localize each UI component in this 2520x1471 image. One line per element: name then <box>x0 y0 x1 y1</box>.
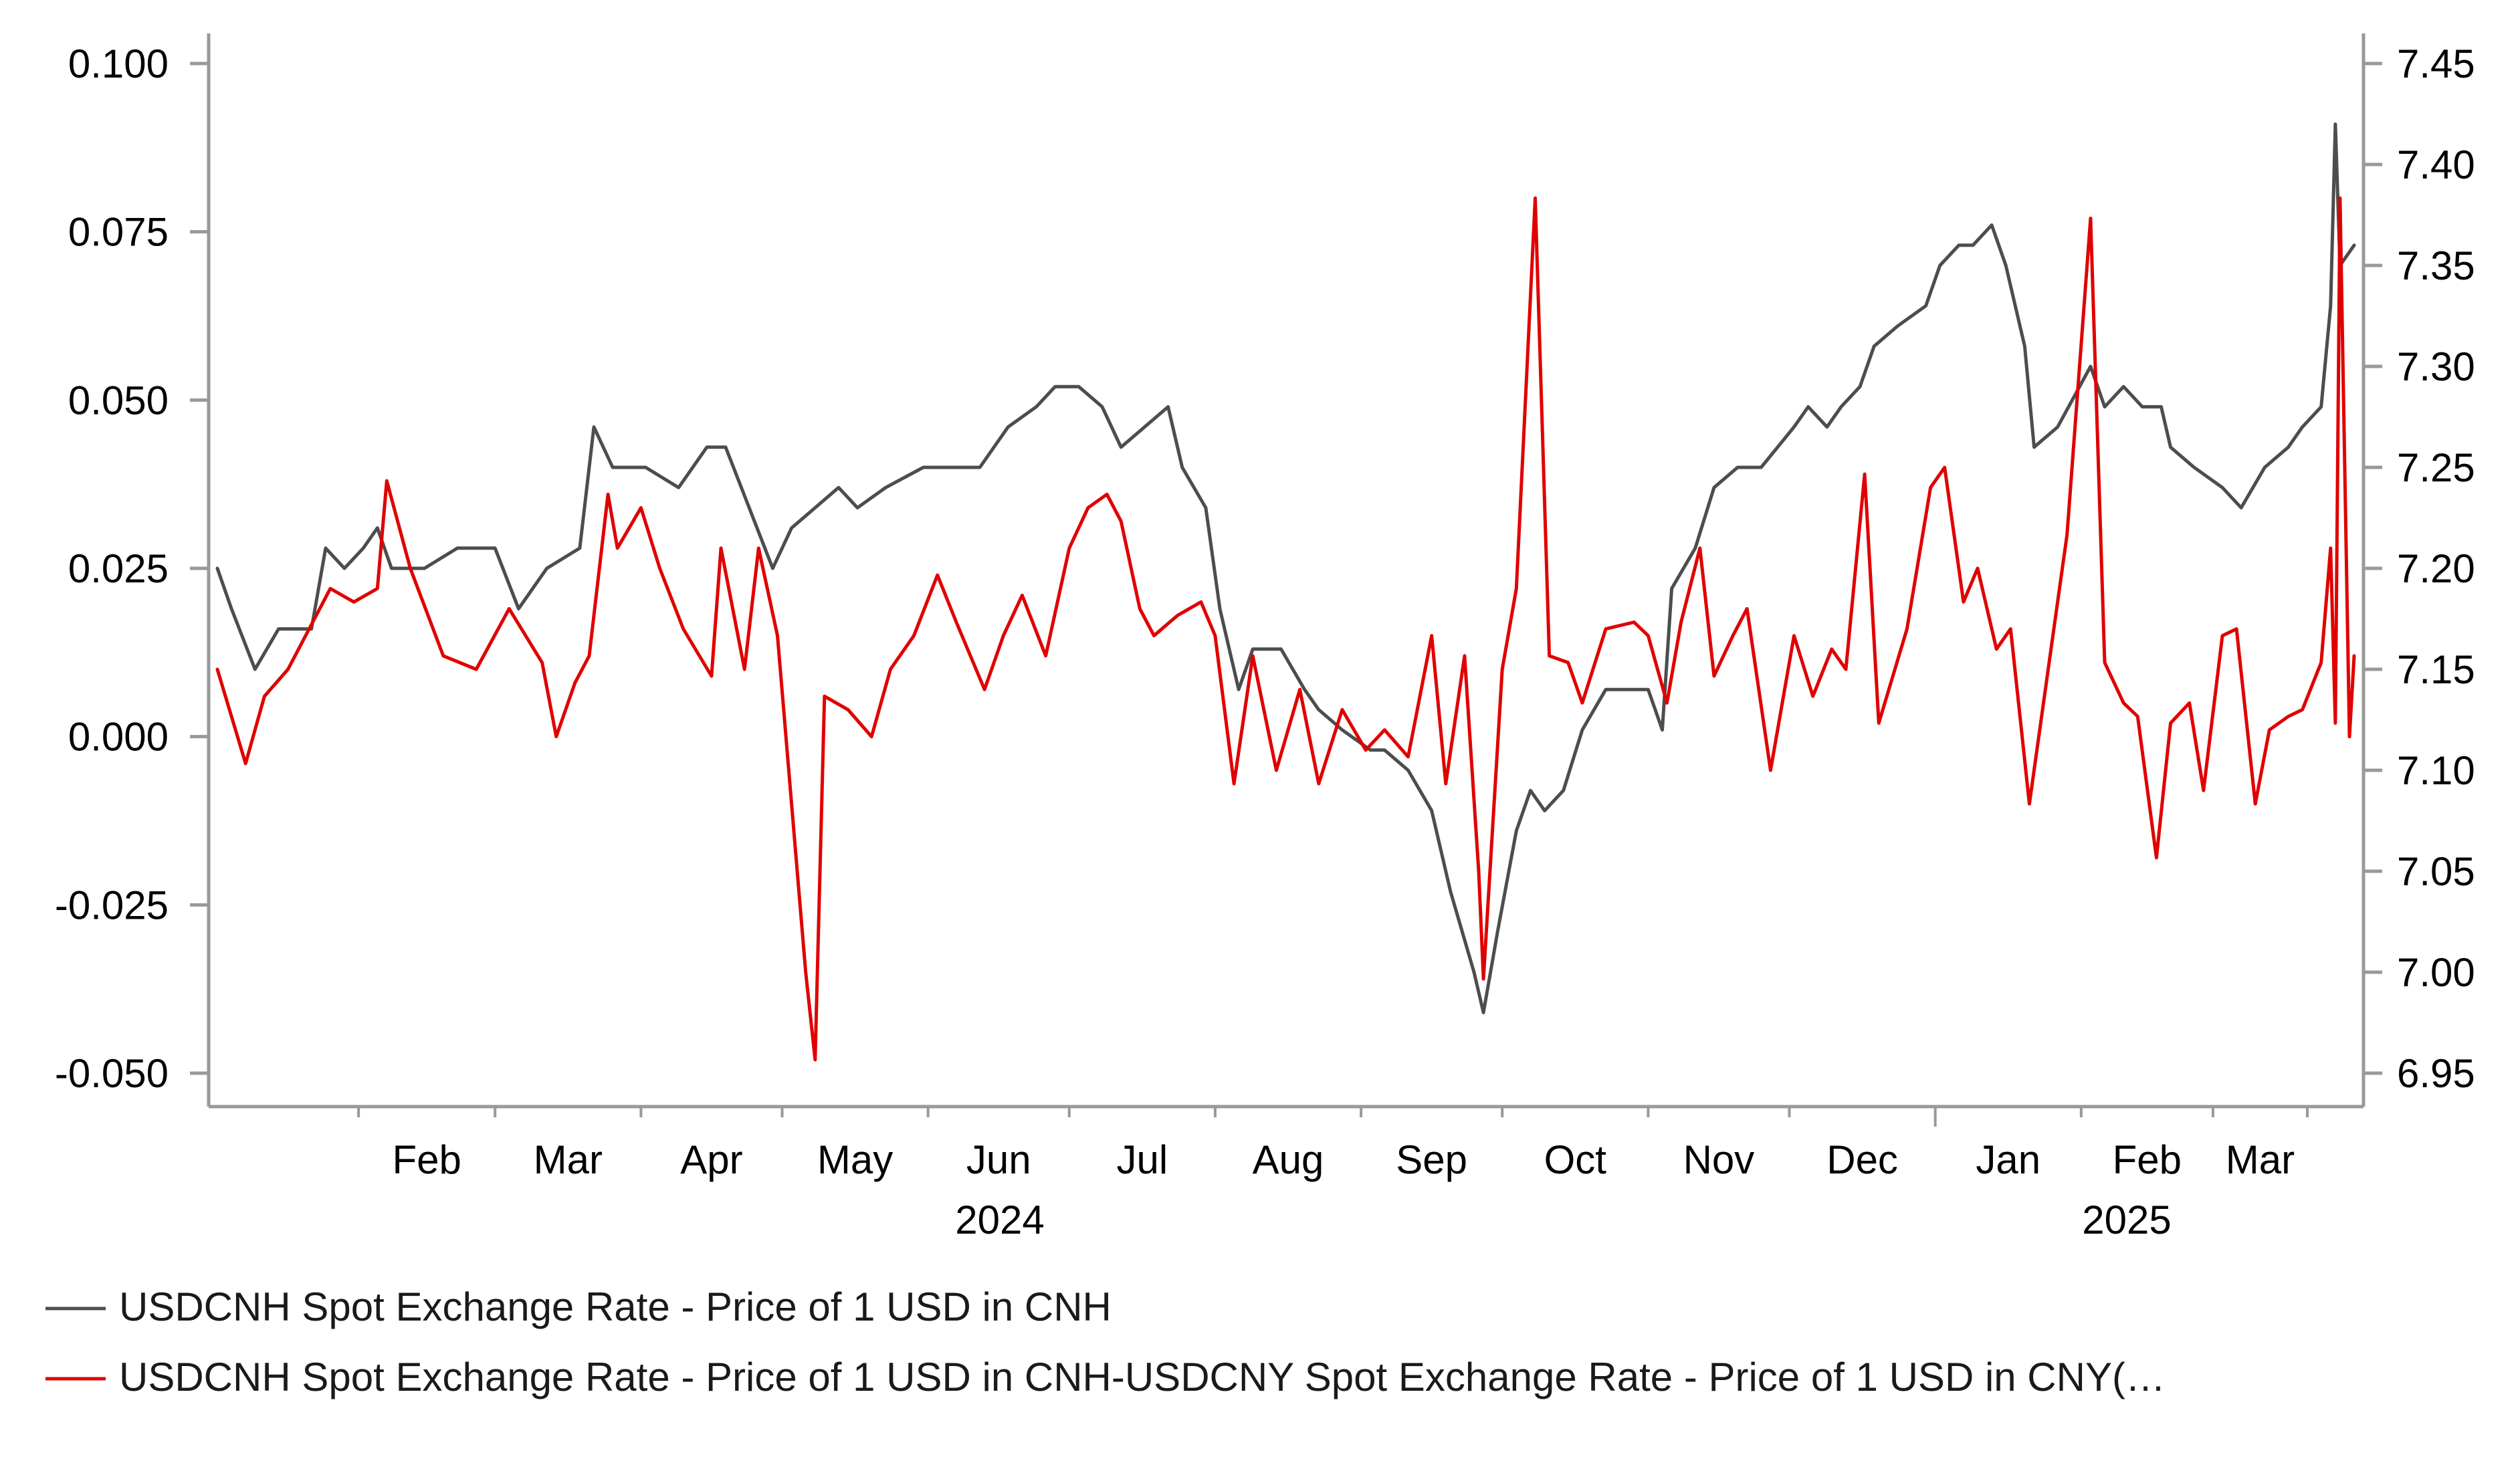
left-tick-label: 0.100 <box>68 41 169 86</box>
left-tick-label: -0.025 <box>55 883 169 927</box>
x-month-label: Apr <box>680 1137 742 1182</box>
x-month-label: Nov <box>1683 1137 1755 1182</box>
right-tick-label: 7.40 <box>2397 142 2475 187</box>
x-month-label: Feb <box>2113 1137 2182 1182</box>
right-tick-label: 7.25 <box>2397 445 2475 490</box>
x-month-label: Jul <box>1117 1137 1168 1182</box>
axes <box>207 33 2366 1109</box>
x-month-label: Jun <box>966 1137 1031 1182</box>
legend: USDCNH Spot Exchange Rate - Price of 1 U… <box>45 1284 2166 1399</box>
left-tick-label: 0.000 <box>68 715 169 760</box>
right-tick-label: 7.00 <box>2397 950 2475 995</box>
series-line-2 <box>215 196 2356 1062</box>
left-tick-label: 0.050 <box>68 378 169 423</box>
right-axis-ticks: 7.45 7.40 7.35 7.30 7.25 7.20 7.15 7.10 7.05 7.00… <box>2364 41 2475 1096</box>
x-month-label: Feb <box>392 1137 461 1182</box>
x-axis-ticks: Feb Mar Apr May Jun Jul Aug Sep Oct Nov Dec Jan Feb M… <box>357 1107 2309 1242</box>
left-tick-label: 0.075 <box>68 210 169 255</box>
left-tick-label: -0.050 <box>55 1051 169 1096</box>
right-tick-label: 7.20 <box>2397 546 2475 591</box>
x-month-label: Oct <box>1544 1137 1607 1182</box>
x-year-label: 2024 <box>955 1198 1044 1242</box>
x-month-label: Dec <box>1826 1137 1898 1182</box>
x-month-label: Mar <box>2226 1137 2295 1182</box>
x-year-label: 2025 <box>2082 1198 2171 1242</box>
series-line-1 <box>215 122 2356 1014</box>
left-axis-ticks: 0.100 0.075 0.050 0.025 0.000 -0.025 -0.050 <box>55 41 209 1096</box>
right-tick-label: 6.95 <box>2397 1051 2475 1096</box>
x-month-label: Sep <box>1396 1137 1467 1182</box>
right-tick-label: 7.45 <box>2397 41 2475 86</box>
right-tick-label: 7.35 <box>2397 243 2475 288</box>
x-month-label: Aug <box>1253 1137 1324 1182</box>
right-tick-label: 7.30 <box>2397 344 2475 389</box>
series-layer <box>215 122 2356 1062</box>
legend-label-2: USDCNH Spot Exchange Rate - Price of 1 U… <box>119 1355 2166 1399</box>
legend-label-1: USDCNH Spot Exchange Rate - Price of 1 U… <box>119 1284 1112 1329</box>
x-month-label: May <box>817 1137 893 1182</box>
right-tick-label: 7.15 <box>2397 647 2475 692</box>
right-tick-label: 7.05 <box>2397 849 2475 894</box>
x-month-label: Mar <box>534 1137 603 1182</box>
x-month-label: Jan <box>1976 1137 2040 1182</box>
left-tick-label: 0.025 <box>68 546 169 591</box>
right-tick-label: 7.10 <box>2397 748 2475 793</box>
